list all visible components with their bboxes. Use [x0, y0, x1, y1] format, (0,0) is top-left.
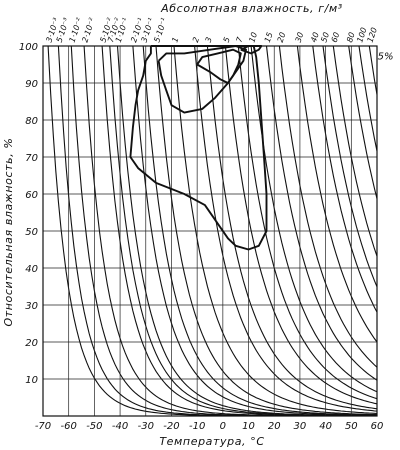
humidity-envelopes: [129, 45, 268, 251]
absolute-humidity-tick-label: 10: [247, 31, 259, 43]
absolute-humidity-tick-label: 60: [330, 31, 342, 43]
y-tick-label: 50: [25, 227, 38, 238]
x-tick-label: -30: [138, 421, 154, 432]
absolute-humidity-line: [332, 45, 378, 257]
top-axis-title: Абсолютная влажность, г/м³: [160, 2, 343, 15]
absolute-humidity-line: [368, 45, 378, 95]
absolute-humidity-line: [278, 45, 378, 368]
absolute-humidity-line: [322, 45, 378, 288]
absolute-humidity-line: [155, 45, 377, 416]
absolute-humidity-line: [237, 45, 378, 400]
y-tick-label: 10: [25, 375, 38, 386]
y-tick-label: 90: [25, 79, 38, 90]
absolute-humidity-line: [265, 45, 378, 381]
absolute-humidity-line: [194, 45, 378, 412]
y-tick-label: 40: [25, 264, 38, 275]
absolute-humidity-tick-label: 40: [309, 31, 321, 43]
absolute-humidity-line: [132, 45, 377, 416]
x-tick-label: 60: [371, 421, 384, 432]
absolute-humidity-tick-label: 1: [170, 36, 180, 44]
annotation: 5%: [378, 51, 394, 62]
y-tick-label: 70: [25, 153, 38, 164]
y-tick-label: 20: [25, 338, 38, 349]
x-tick-label: -20: [163, 421, 179, 432]
x-tick-label: -10: [189, 421, 205, 432]
absolute-humidity-tick-label: 7: [235, 35, 245, 43]
absolute-humidity-line: [173, 45, 378, 415]
absolute-humidity-line: [224, 45, 378, 405]
y-tick-label: 80: [25, 116, 38, 127]
absolute-humidity-tick-label: 3: [204, 36, 214, 44]
absolute-humidity-tick-label: 20: [276, 31, 288, 43]
x-tick-label: 30: [294, 421, 307, 432]
absolute-humidity-line: [206, 45, 378, 410]
absolute-humidity-tick-label: 120: [366, 26, 379, 43]
y-tick-label: 60: [25, 190, 38, 201]
absolute-humidity-tick-label: 15: [263, 31, 275, 43]
absolute-humidity-tick-label: 30: [294, 31, 306, 43]
x-tick-label: -70: [35, 421, 51, 432]
absolute-humidity-line: [358, 45, 378, 152]
humidity-envelope-line: [129, 45, 268, 251]
x-tick-label: 0: [220, 421, 226, 432]
y-tick-label: 30: [25, 301, 38, 312]
humidity-envelope-line: [196, 48, 242, 84]
absolute-humidity-lines: [47, 45, 378, 417]
x-tick-label: 10: [242, 421, 255, 432]
y-tick-label: 100: [19, 42, 38, 53]
absolute-humidity-tick-label: 50: [319, 31, 331, 43]
y-axis-title: Относительная влажность, %: [2, 138, 15, 327]
absolute-humidity-tick-label: 2: [191, 36, 201, 44]
humidity-envelope-line: [240, 45, 263, 55]
absolute-humidity-tick-label: 5: [222, 36, 232, 44]
x-tick-label: 20: [268, 421, 281, 432]
plot-frame: [42, 45, 378, 417]
x-tick-label: 50: [345, 421, 358, 432]
absolute-humidity-line: [296, 45, 378, 343]
x-tick-label: -60: [61, 421, 77, 432]
absolute-humidity-line: [348, 45, 378, 199]
absolute-humidity-line: [142, 45, 377, 416]
absolute-humidity-line: [250, 45, 378, 393]
x-tick-label: -40: [112, 421, 128, 432]
x-axis-title: Температура, °С: [159, 435, 264, 448]
absolute-humidity-tick-label: 80: [345, 31, 357, 43]
absolute-humidity-line: [312, 45, 378, 313]
absolute-humidity-tick-label: 100: [355, 26, 368, 43]
x-tick-label: -50: [86, 421, 102, 432]
absolute-humidity-line: [116, 45, 377, 417]
x-tick-label: 40: [319, 421, 332, 432]
